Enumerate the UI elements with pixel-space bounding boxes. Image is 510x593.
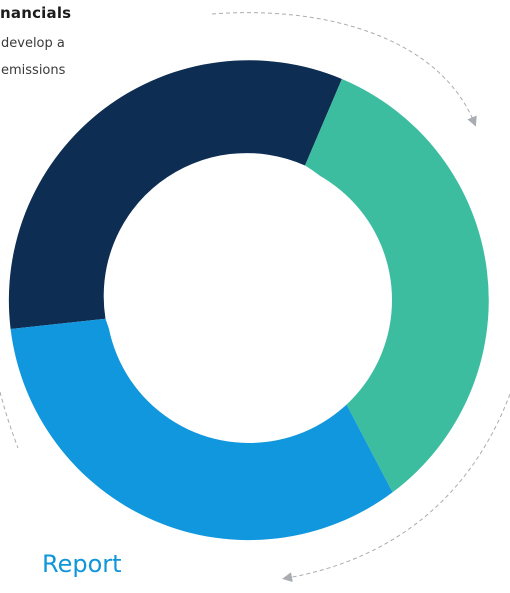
body-text-line: develop a bbox=[1, 36, 65, 51]
report-label: Report bbox=[42, 550, 122, 578]
left-cycle-arrow bbox=[0, 391, 19, 449]
bottom-right-cycle-arrow bbox=[282, 393, 510, 583]
dark-navy-segment bbox=[8, 60, 342, 329]
ring-center-hole bbox=[106, 157, 392, 443]
top-cycle-arrow bbox=[211, 12, 477, 127]
body-text-line: emissions bbox=[1, 63, 66, 78]
section-heading: nancials bbox=[0, 4, 72, 22]
